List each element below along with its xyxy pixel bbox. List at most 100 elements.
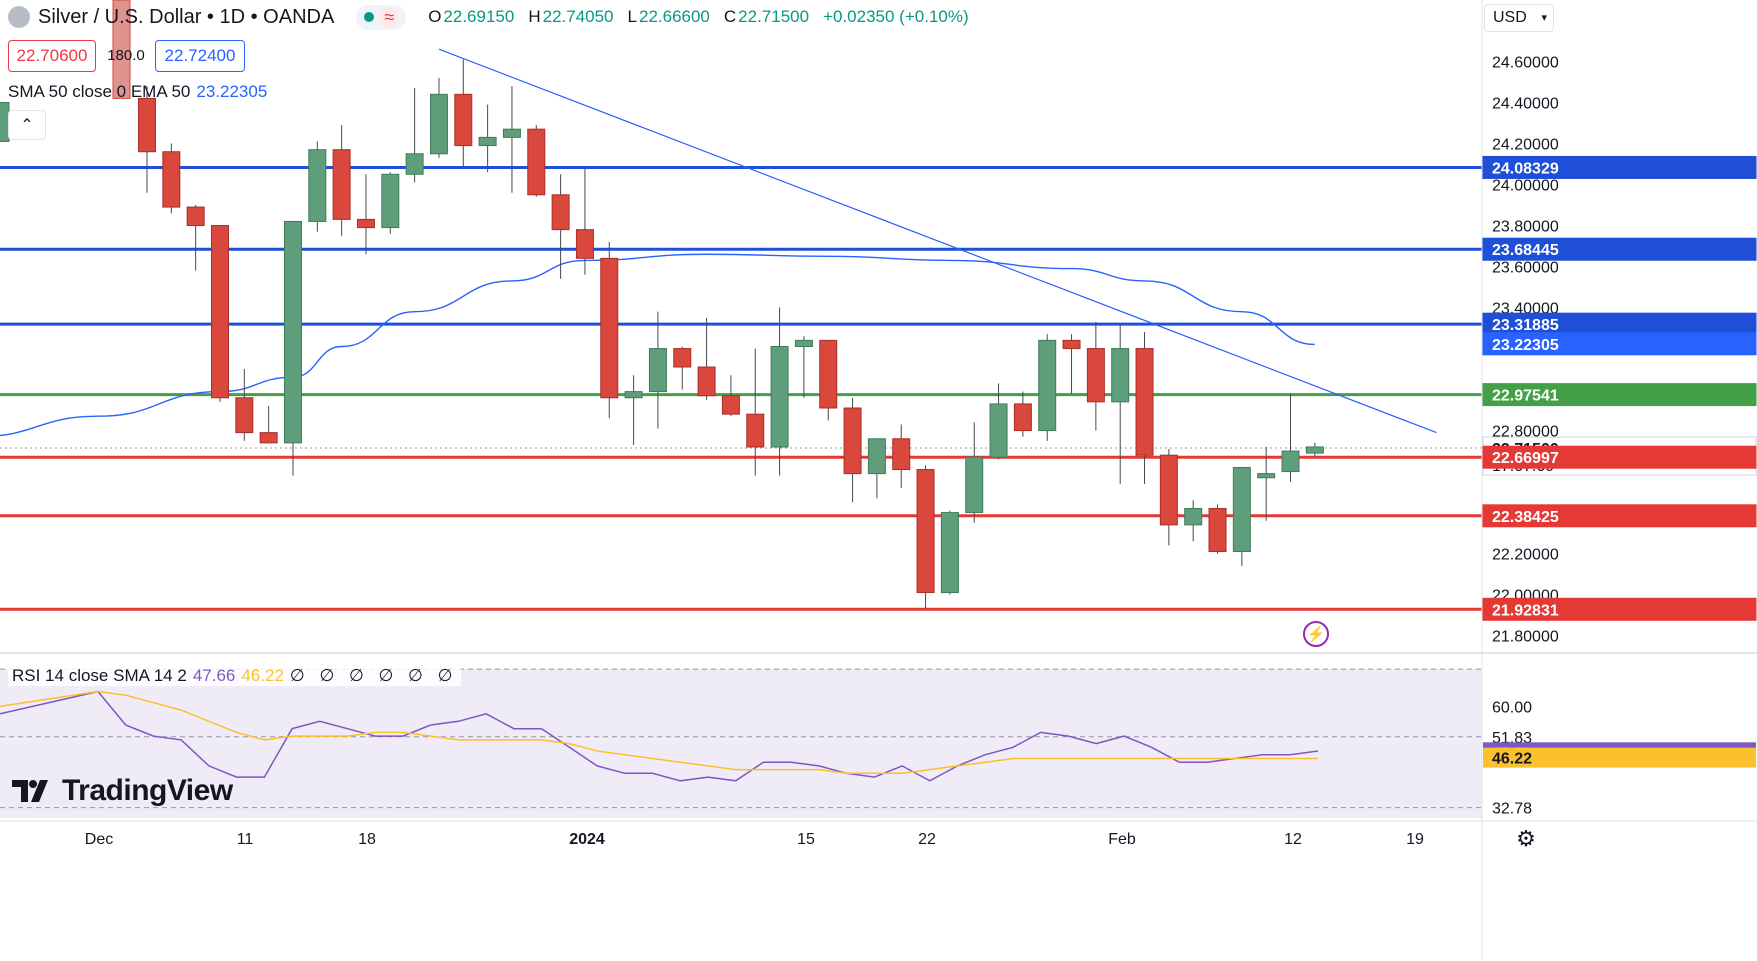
time-tick-label: 22 bbox=[918, 831, 936, 848]
chevron-down-icon: ▾ bbox=[1541, 12, 1547, 24]
candle-body bbox=[794, 339, 813, 348]
candle-down[interactable] bbox=[186, 205, 205, 271]
symbol-logo-icon[interactable] bbox=[8, 6, 30, 28]
candle-up[interactable] bbox=[1257, 446, 1276, 521]
candle-body bbox=[308, 149, 327, 222]
candle-down[interactable] bbox=[892, 424, 911, 488]
sell-button[interactable]: 22.70600 bbox=[8, 40, 96, 72]
candle-body bbox=[721, 395, 740, 415]
candle-up[interactable] bbox=[965, 422, 984, 523]
candle-down[interactable] bbox=[746, 348, 765, 476]
candle-down[interactable] bbox=[356, 174, 375, 255]
rsi-series-rsi[interactable] bbox=[97, 691, 1319, 782]
candle-down[interactable] bbox=[1086, 321, 1105, 431]
candle-down[interactable] bbox=[600, 241, 619, 419]
candle-up[interactable] bbox=[502, 86, 521, 193]
candle-down[interactable] bbox=[138, 86, 156, 193]
time-tick-label: 18 bbox=[358, 831, 376, 848]
candle-down[interactable] bbox=[1013, 391, 1032, 437]
price-label-support: 22.38425 bbox=[1482, 504, 1757, 528]
candle-down[interactable] bbox=[332, 125, 351, 236]
candle-up[interactable] bbox=[283, 220, 302, 476]
candle-body bbox=[1013, 403, 1032, 432]
candle-down[interactable] bbox=[575, 168, 594, 275]
candle-up[interactable] bbox=[794, 336, 813, 398]
price-label-bg bbox=[1482, 597, 1757, 621]
price-label-resistance: 23.68445 bbox=[1482, 237, 1757, 261]
candle-body bbox=[478, 136, 497, 147]
candle-down[interactable] bbox=[527, 125, 546, 197]
price-tick-label: 23.80000 bbox=[1492, 219, 1559, 236]
candle-body bbox=[624, 391, 643, 399]
rsi-series-lead bbox=[0, 690, 99, 715]
candle-body bbox=[1184, 507, 1203, 526]
candle-up[interactable] bbox=[429, 77, 448, 158]
low-value: 22.66600 bbox=[638, 7, 710, 26]
candle-down[interactable] bbox=[673, 346, 692, 390]
lightning-icon[interactable]: ⚡ bbox=[1303, 621, 1329, 647]
candle-up[interactable] bbox=[1281, 393, 1300, 482]
candle-up[interactable] bbox=[989, 383, 1008, 460]
candle-down[interactable] bbox=[1135, 332, 1154, 484]
candle-down[interactable] bbox=[1159, 449, 1178, 546]
candle-down[interactable] bbox=[235, 369, 254, 441]
candle-down[interactable] bbox=[210, 225, 229, 402]
candle-up[interactable] bbox=[405, 88, 424, 183]
change-value: +0.02350 (+0.10%) bbox=[823, 7, 969, 26]
candle-up[interactable] bbox=[381, 172, 400, 234]
candle-body bbox=[1086, 348, 1105, 403]
candle-up[interactable] bbox=[624, 375, 643, 445]
candle-body bbox=[965, 456, 984, 514]
market-status-badge[interactable]: ≈ bbox=[356, 4, 407, 30]
rsi-series-sma[interactable] bbox=[97, 690, 1318, 775]
candle-down[interactable] bbox=[721, 375, 740, 417]
candle-down[interactable] bbox=[112, 0, 131, 99]
chart-header: Silver / U.S. Dollar • 1D • OANDA ≈ O 22.… bbox=[0, 0, 983, 34]
candle-up[interactable] bbox=[1305, 442, 1324, 458]
candle-body bbox=[454, 93, 473, 147]
buy-button[interactable]: 22.72400 bbox=[155, 40, 245, 72]
candle-down[interactable] bbox=[1208, 504, 1227, 554]
high-label: H bbox=[528, 7, 541, 26]
candle-body bbox=[405, 153, 424, 175]
symbol-title[interactable]: Silver / U.S. Dollar • 1D • OANDA bbox=[38, 5, 335, 28]
price-label-text: 22.97541 bbox=[1492, 388, 1559, 405]
candle-body bbox=[1135, 348, 1154, 456]
candle-up[interactable] bbox=[648, 311, 667, 429]
trendline[interactable] bbox=[438, 48, 1437, 434]
collapse-legend-button[interactable]: ⌃ bbox=[8, 110, 46, 140]
candle-down[interactable] bbox=[843, 397, 862, 503]
candle-up[interactable] bbox=[1232, 466, 1251, 566]
candle-up[interactable] bbox=[478, 104, 497, 173]
candle-up[interactable] bbox=[1111, 323, 1130, 484]
candle-up[interactable] bbox=[1184, 500, 1203, 542]
candle-down[interactable] bbox=[454, 59, 473, 167]
candle-up[interactable] bbox=[1038, 334, 1057, 441]
candle-up[interactable] bbox=[308, 141, 327, 232]
candle-down[interactable] bbox=[551, 174, 570, 279]
time-tick-label: 12 bbox=[1284, 831, 1302, 848]
candle-up[interactable] bbox=[770, 307, 789, 476]
candle-body bbox=[648, 348, 667, 393]
candle-down[interactable] bbox=[259, 405, 278, 444]
rsi-band bbox=[0, 669, 1482, 818]
candle-down[interactable] bbox=[162, 143, 181, 214]
time-tick-label: 2024 bbox=[569, 831, 605, 848]
candle-down[interactable] bbox=[819, 339, 838, 421]
ema50-line[interactable] bbox=[0, 253, 1315, 437]
candle-up[interactable] bbox=[867, 438, 886, 499]
candle-down[interactable] bbox=[916, 465, 935, 609]
rsi-legend[interactable]: RSI 14 close SMA 14 2 47.66 46.22 ∅ ∅ ∅ ∅ ∅… bbox=[8, 666, 462, 686]
settings-icon[interactable]: ⚙ bbox=[1516, 826, 1536, 851]
candle-down[interactable] bbox=[1062, 334, 1081, 394]
rsi-sma-series-lead bbox=[0, 690, 99, 708]
price-label-bg bbox=[1482, 504, 1757, 528]
sma-legend[interactable]: SMA 50 close 0 EMA 50 23.22305 bbox=[8, 82, 267, 102]
candle-down[interactable] bbox=[697, 317, 716, 400]
candle-body bbox=[1159, 454, 1178, 526]
candle-up[interactable] bbox=[940, 510, 959, 595]
currency-select[interactable]: USD ▾ bbox=[1484, 4, 1554, 32]
candle-body bbox=[1038, 339, 1057, 432]
candle-body bbox=[673, 348, 692, 368]
